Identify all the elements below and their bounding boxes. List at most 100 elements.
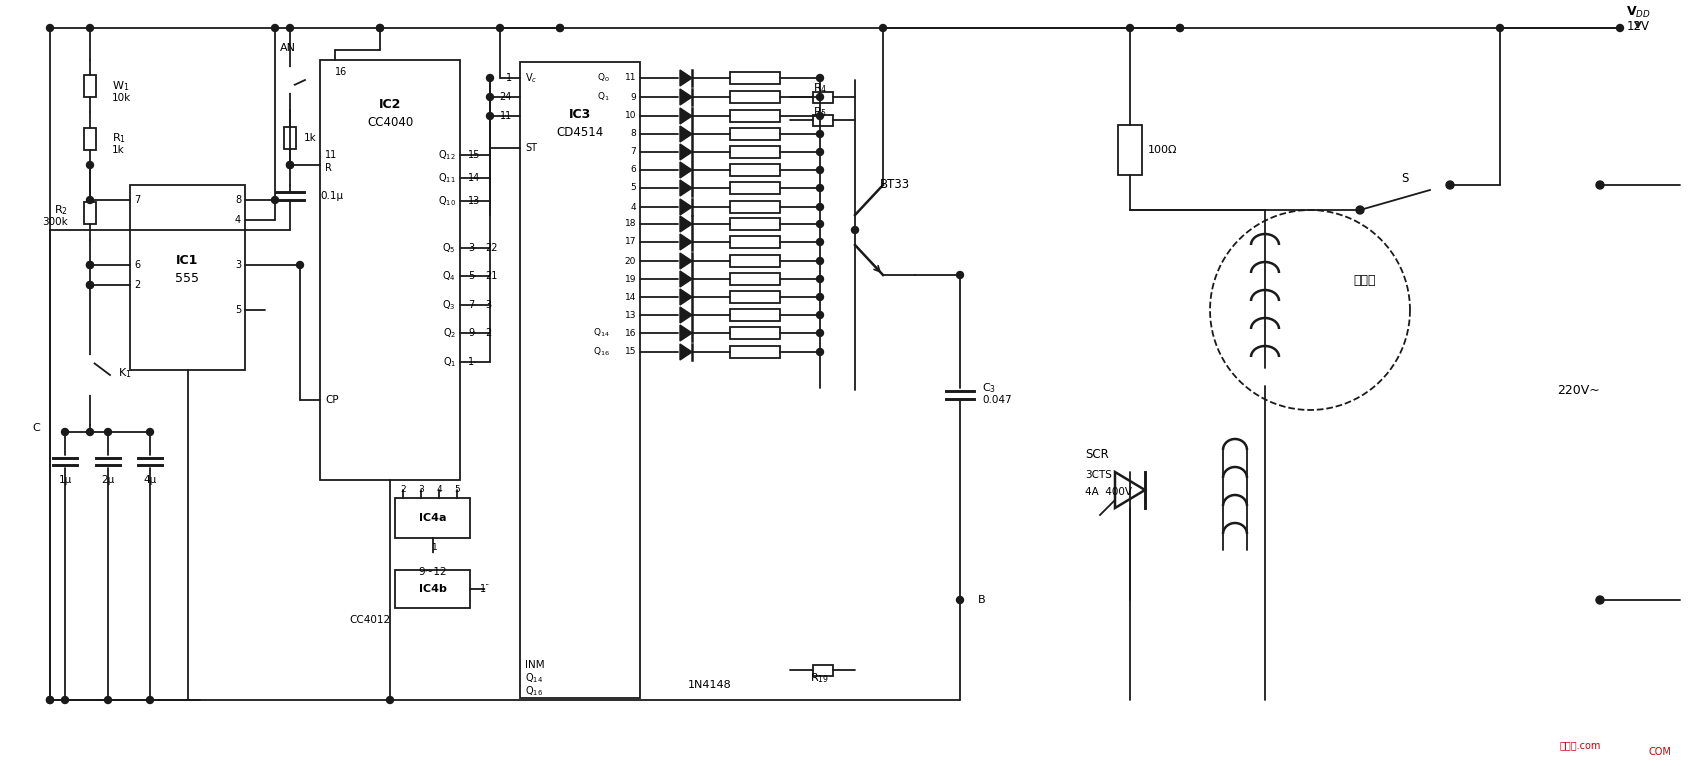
Circle shape bbox=[486, 93, 493, 100]
Text: 2: 2 bbox=[399, 486, 406, 494]
Text: 3CTS: 3CTS bbox=[1086, 470, 1111, 480]
Bar bbox=[731, 72, 780, 84]
Circle shape bbox=[816, 258, 823, 264]
Text: B: B bbox=[978, 595, 985, 605]
Circle shape bbox=[147, 696, 154, 703]
Circle shape bbox=[87, 261, 94, 268]
Text: 5: 5 bbox=[468, 271, 475, 281]
Bar bbox=[813, 115, 833, 126]
Bar bbox=[394, 570, 469, 608]
Text: 4μ: 4μ bbox=[143, 475, 157, 485]
Circle shape bbox=[1127, 25, 1133, 32]
Circle shape bbox=[1617, 25, 1623, 32]
Text: 2μ: 2μ bbox=[101, 475, 114, 485]
Polygon shape bbox=[679, 126, 691, 142]
Circle shape bbox=[1355, 206, 1364, 214]
Text: 21: 21 bbox=[485, 271, 497, 281]
Bar bbox=[731, 128, 780, 140]
Text: 9: 9 bbox=[630, 93, 637, 102]
Text: 13: 13 bbox=[625, 311, 637, 319]
Circle shape bbox=[497, 25, 504, 32]
Circle shape bbox=[816, 221, 823, 227]
Bar bbox=[731, 110, 780, 122]
Text: 4: 4 bbox=[630, 203, 637, 211]
Polygon shape bbox=[679, 216, 691, 232]
Text: 7: 7 bbox=[630, 147, 637, 157]
Circle shape bbox=[816, 275, 823, 282]
Text: Q$_{12}$: Q$_{12}$ bbox=[439, 148, 456, 162]
Text: 10k: 10k bbox=[113, 93, 131, 103]
Text: C: C bbox=[32, 423, 39, 433]
Text: 7: 7 bbox=[135, 195, 140, 205]
Text: INM: INM bbox=[526, 660, 545, 670]
Circle shape bbox=[85, 386, 94, 394]
Text: 3: 3 bbox=[485, 300, 492, 310]
Circle shape bbox=[46, 696, 53, 703]
Text: 18: 18 bbox=[625, 220, 637, 228]
Circle shape bbox=[486, 113, 493, 120]
Polygon shape bbox=[679, 289, 691, 305]
Circle shape bbox=[287, 161, 294, 169]
Text: 555: 555 bbox=[176, 271, 200, 284]
Bar bbox=[731, 327, 780, 339]
Circle shape bbox=[61, 429, 68, 436]
Text: 电风扇: 电风扇 bbox=[1354, 274, 1376, 287]
Circle shape bbox=[1446, 181, 1454, 189]
Bar bbox=[84, 201, 96, 224]
Text: 6: 6 bbox=[630, 166, 637, 174]
Circle shape bbox=[879, 25, 886, 32]
Bar bbox=[521, 62, 640, 698]
Text: 17: 17 bbox=[625, 237, 637, 247]
Bar bbox=[731, 236, 780, 248]
Polygon shape bbox=[679, 253, 691, 269]
Circle shape bbox=[87, 161, 94, 169]
Circle shape bbox=[297, 261, 304, 268]
Text: R$_2$: R$_2$ bbox=[55, 203, 68, 217]
Text: Q$_5$: Q$_5$ bbox=[442, 241, 456, 255]
Text: AN: AN bbox=[280, 43, 295, 53]
Circle shape bbox=[816, 311, 823, 318]
Text: 24: 24 bbox=[500, 92, 512, 102]
Text: Q$_{16}$: Q$_{16}$ bbox=[592, 345, 609, 359]
Circle shape bbox=[816, 149, 823, 156]
Polygon shape bbox=[679, 199, 691, 215]
Text: 4: 4 bbox=[437, 486, 442, 494]
Polygon shape bbox=[679, 180, 691, 196]
Text: 14: 14 bbox=[468, 173, 480, 183]
Bar bbox=[84, 75, 96, 97]
Text: 3: 3 bbox=[236, 260, 241, 270]
Circle shape bbox=[287, 161, 294, 169]
Text: 13: 13 bbox=[468, 196, 480, 206]
Circle shape bbox=[46, 25, 53, 32]
Circle shape bbox=[87, 261, 94, 268]
Text: CD4514: CD4514 bbox=[556, 126, 604, 139]
Circle shape bbox=[271, 25, 278, 32]
Bar bbox=[394, 498, 469, 538]
Bar bbox=[319, 60, 459, 480]
Text: 12V: 12V bbox=[1627, 19, 1649, 32]
Text: R$_4$: R$_4$ bbox=[813, 81, 828, 95]
Circle shape bbox=[87, 281, 94, 288]
Text: V$_c$: V$_c$ bbox=[526, 71, 538, 85]
Bar bbox=[1118, 125, 1142, 175]
Circle shape bbox=[816, 329, 823, 336]
Circle shape bbox=[556, 25, 563, 32]
Text: V$_{DD}$: V$_{DD}$ bbox=[1625, 5, 1651, 19]
Text: 16: 16 bbox=[625, 328, 637, 338]
Circle shape bbox=[87, 281, 94, 288]
Text: 14: 14 bbox=[625, 292, 637, 301]
Circle shape bbox=[61, 696, 68, 703]
Text: S: S bbox=[1401, 171, 1408, 184]
Text: BT33: BT33 bbox=[879, 179, 910, 191]
Text: 0.047: 0.047 bbox=[982, 395, 1012, 405]
Circle shape bbox=[87, 25, 94, 32]
Polygon shape bbox=[679, 344, 691, 360]
Text: IC2: IC2 bbox=[379, 99, 401, 112]
Text: 2: 2 bbox=[485, 328, 492, 338]
Text: 11: 11 bbox=[625, 73, 637, 82]
Text: IC3: IC3 bbox=[568, 109, 591, 122]
Text: 22: 22 bbox=[485, 243, 497, 253]
Circle shape bbox=[556, 25, 563, 32]
Bar bbox=[731, 146, 780, 158]
Polygon shape bbox=[679, 70, 691, 86]
